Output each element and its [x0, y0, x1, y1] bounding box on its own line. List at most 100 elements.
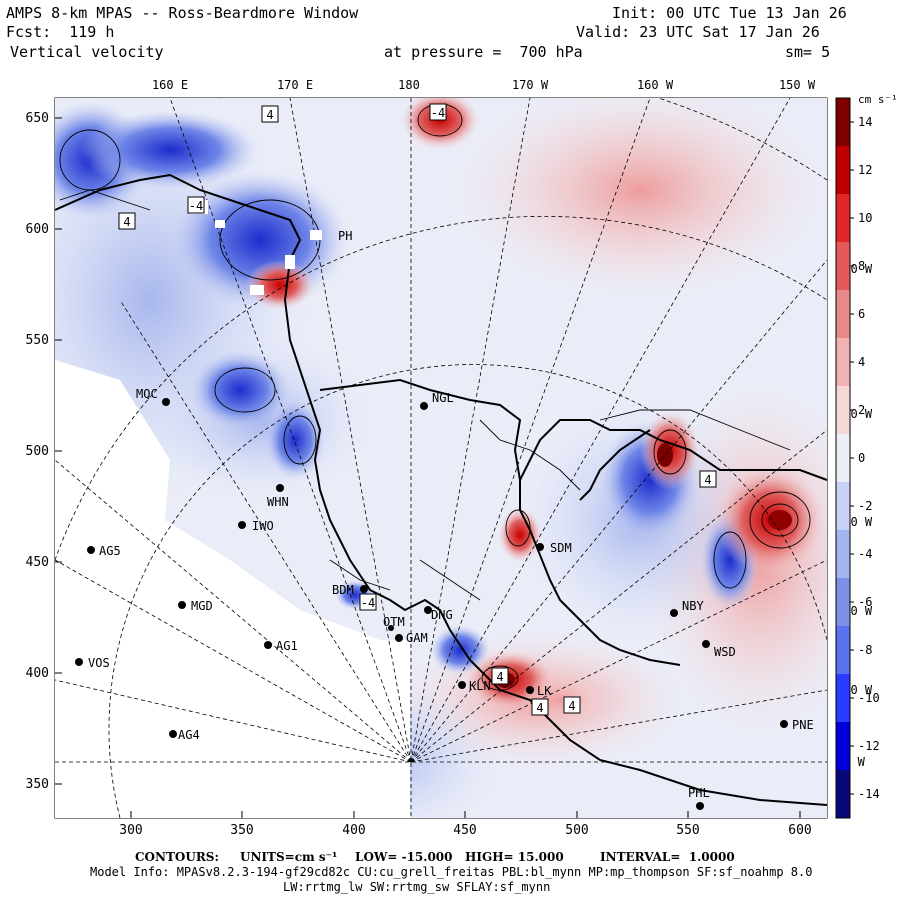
station-label: MGD [191, 599, 213, 613]
station-label: PNE [792, 718, 814, 732]
contours-units: UNITS=cm s⁻¹ [240, 850, 338, 864]
station-label: WHN [267, 495, 289, 509]
colorbar-swatch [836, 338, 850, 386]
station-label: IWO [252, 519, 274, 533]
x-tick-label: 600 [788, 823, 811, 838]
colorbar-tick-label: -14 [858, 787, 880, 801]
station-label: LK [537, 684, 552, 698]
y-tick-label: 400 [26, 666, 49, 681]
station-label: AG5 [99, 544, 121, 558]
colorbar-tick-label: -12 [858, 739, 880, 753]
lon-label: 150 W [779, 78, 816, 92]
station-label: SDM [550, 541, 572, 555]
contours-low: LOW= -15.000 [355, 850, 453, 864]
colorbar-swatch [836, 98, 850, 146]
lon-label: 170 W [512, 78, 549, 92]
model-info: Model Info: MPASv8.2.3-194-gf29cd82c CU:… [90, 865, 813, 879]
x-tick-label: 350 [230, 823, 253, 838]
contour-labels: 4 -4 4 -4 4 -4 4 4 4 -4 4 [118, 103, 717, 716]
contours-interval: INTERVAL= 1.0000 [600, 850, 735, 864]
station-label: KLN [469, 679, 491, 693]
station-label: DNG [431, 608, 453, 622]
top-lon-axis: 160 E 170 E 180 170 W 160 W 150 W [152, 78, 816, 92]
map-title: AMPS 8-km MPAS -- Ross-Beardmore Window [6, 4, 359, 22]
contour-label: -4 [361, 596, 375, 610]
colorbar-tick-label: -2 [858, 499, 872, 513]
colorbar-swatch [836, 386, 850, 434]
colorbar-swatch [836, 242, 850, 290]
contour-label: 4 [536, 701, 543, 715]
lon-label: 160 E [152, 78, 188, 92]
contours-label: CONTOURS: [135, 850, 219, 864]
left-axis: 650 600 550 500 450 400 350 [26, 111, 49, 792]
colorbar-tick-label: 10 [858, 211, 872, 225]
lon-label: 170 E [277, 78, 313, 92]
stations: MQC NGL PH IWO AG5 MGD VOS AG1 AG4 SDM N… [75, 229, 814, 810]
station-label: AG4 [178, 728, 200, 742]
y-tick-label: 350 [26, 777, 49, 792]
colorbar: 14 12 10 8 6 4 2 0 -2 -4 -6 -8 -10 -12 -14 [835, 97, 880, 819]
y-tick-label: 500 [26, 444, 49, 459]
y-tick-label: 600 [26, 222, 49, 237]
colorbar-swatch [836, 482, 850, 530]
valid-time: Valid: 23 UTC Sat 17 Jan 26 [576, 23, 820, 41]
colorbar-tick-label: 0 [858, 451, 865, 465]
x-tick-label: 550 [676, 823, 699, 838]
station-label: PHL [688, 786, 710, 800]
y-tick-label: 450 [26, 555, 49, 570]
contour-label: -4 [189, 199, 203, 213]
colorbar-swatch [836, 146, 850, 194]
model-info-2: LW:rrtmg_lw SW:rrtmg_sw SFLAY:sf_mynn [283, 880, 551, 894]
colorbar-tick-label: 6 [858, 307, 865, 321]
y-tick-label: 650 [26, 111, 49, 126]
colorbar-units: cm s⁻¹ [858, 93, 898, 106]
station-label: BDM [332, 583, 354, 597]
shaded-field [55, 98, 827, 818]
y-tick-label: 550 [26, 333, 49, 348]
lon-label: 160 W [637, 78, 674, 92]
contour-label: 4 [704, 473, 711, 487]
station-label: OTM [383, 615, 405, 629]
colorbar-tick-label: 4 [858, 355, 865, 369]
colorbar-swatch [836, 770, 850, 818]
lon-label: 180 [398, 78, 420, 92]
contour-label: 4 [266, 108, 273, 122]
station-label: VOS [88, 656, 110, 670]
colorbar-swatch [836, 722, 850, 770]
colorbar-tick-label: -4 [858, 547, 872, 561]
tick-marks [55, 117, 801, 818]
colorbar-tick-label: -6 [858, 595, 872, 609]
colorbar-tick-label: -10 [858, 691, 880, 705]
contours-high: HIGH= 15.000 [465, 850, 564, 864]
colorbar-swatch [836, 194, 850, 242]
smoothing: sm= 5 [785, 43, 831, 61]
bottom-axis: 300 350 400 450 500 550 600 [119, 823, 811, 838]
init-time: Init: 00 UTC Tue 13 Jan 26 [612, 4, 847, 22]
colorbar-tick-label: -8 [858, 643, 872, 657]
contour-label: 4 [496, 670, 503, 684]
x-tick-label: 500 [565, 823, 588, 838]
colorbar-tick-label: 2 [858, 403, 865, 417]
colorbar-swatch [836, 578, 850, 626]
station-label: WSD [714, 645, 736, 659]
x-tick-label: 300 [119, 823, 142, 838]
station-label: GAM [406, 631, 428, 645]
station-label: NBY [682, 599, 704, 613]
station-label: PH [338, 229, 352, 243]
station-label: AG1 [276, 639, 298, 653]
pressure-level: at pressure = 700 hPa [384, 43, 583, 61]
contour-label: 4 [568, 699, 575, 713]
colorbar-swatch [836, 674, 850, 722]
colorbar-tick-label: 14 [858, 115, 872, 129]
x-tick-label: 400 [342, 823, 365, 838]
colorbar-swatch [836, 290, 850, 338]
forecast-hour: Fcst: 119 h [6, 23, 115, 41]
colorbar-tick-label: 8 [858, 259, 865, 273]
contour-label: 4 [123, 215, 130, 229]
station-label: NGL [432, 391, 454, 405]
x-tick-label: 450 [453, 823, 476, 838]
colorbar-swatch [836, 530, 850, 578]
colorbar-swatch [836, 434, 850, 482]
station-label: MQC [136, 387, 158, 401]
